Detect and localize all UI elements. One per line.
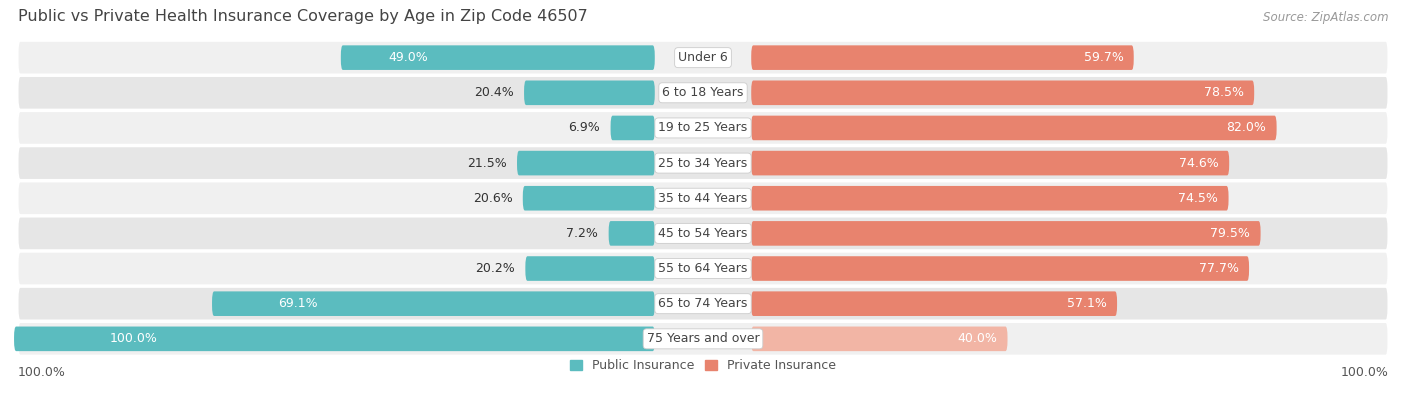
FancyBboxPatch shape bbox=[17, 111, 1389, 145]
FancyBboxPatch shape bbox=[751, 81, 1254, 105]
FancyBboxPatch shape bbox=[751, 186, 1229, 211]
Text: 65 to 74 Years: 65 to 74 Years bbox=[658, 297, 748, 310]
Text: 40.0%: 40.0% bbox=[957, 332, 997, 345]
FancyBboxPatch shape bbox=[17, 252, 1389, 285]
Text: Public vs Private Health Insurance Coverage by Age in Zip Code 46507: Public vs Private Health Insurance Cover… bbox=[17, 9, 588, 24]
Text: 45 to 54 Years: 45 to 54 Years bbox=[658, 227, 748, 240]
FancyBboxPatch shape bbox=[751, 327, 1008, 351]
Text: 20.6%: 20.6% bbox=[472, 192, 512, 205]
Text: 74.5%: 74.5% bbox=[1178, 192, 1218, 205]
FancyBboxPatch shape bbox=[751, 256, 1249, 281]
FancyBboxPatch shape bbox=[340, 45, 655, 70]
Text: 100.0%: 100.0% bbox=[1340, 366, 1389, 379]
Text: 20.4%: 20.4% bbox=[474, 86, 513, 99]
Text: 21.5%: 21.5% bbox=[467, 157, 506, 170]
Text: 75 Years and over: 75 Years and over bbox=[647, 332, 759, 345]
Text: 82.0%: 82.0% bbox=[1226, 121, 1267, 135]
Text: 69.1%: 69.1% bbox=[278, 297, 318, 310]
FancyBboxPatch shape bbox=[17, 181, 1389, 215]
FancyBboxPatch shape bbox=[17, 76, 1389, 110]
Text: 79.5%: 79.5% bbox=[1211, 227, 1250, 240]
Legend: Public Insurance, Private Insurance: Public Insurance, Private Insurance bbox=[565, 354, 841, 377]
FancyBboxPatch shape bbox=[524, 81, 655, 105]
Text: 74.6%: 74.6% bbox=[1180, 157, 1219, 170]
FancyBboxPatch shape bbox=[523, 186, 655, 211]
Text: 6 to 18 Years: 6 to 18 Years bbox=[662, 86, 744, 99]
FancyBboxPatch shape bbox=[526, 256, 655, 281]
Text: 55 to 64 Years: 55 to 64 Years bbox=[658, 262, 748, 275]
Text: 19 to 25 Years: 19 to 25 Years bbox=[658, 121, 748, 135]
Text: Under 6: Under 6 bbox=[678, 51, 728, 64]
FancyBboxPatch shape bbox=[17, 146, 1389, 180]
Text: Source: ZipAtlas.com: Source: ZipAtlas.com bbox=[1263, 11, 1389, 24]
FancyBboxPatch shape bbox=[212, 292, 655, 316]
FancyBboxPatch shape bbox=[517, 151, 655, 176]
Text: 78.5%: 78.5% bbox=[1204, 86, 1244, 99]
Text: 77.7%: 77.7% bbox=[1199, 262, 1239, 275]
FancyBboxPatch shape bbox=[751, 292, 1118, 316]
Text: 7.2%: 7.2% bbox=[567, 227, 599, 240]
Text: 25 to 34 Years: 25 to 34 Years bbox=[658, 157, 748, 170]
Text: 57.1%: 57.1% bbox=[1067, 297, 1107, 310]
Text: 100.0%: 100.0% bbox=[110, 332, 157, 345]
FancyBboxPatch shape bbox=[751, 151, 1229, 176]
Text: 59.7%: 59.7% bbox=[1084, 51, 1123, 64]
FancyBboxPatch shape bbox=[14, 327, 655, 351]
Text: 20.2%: 20.2% bbox=[475, 262, 515, 275]
Text: 6.9%: 6.9% bbox=[568, 121, 600, 135]
FancyBboxPatch shape bbox=[610, 116, 655, 140]
FancyBboxPatch shape bbox=[17, 216, 1389, 250]
FancyBboxPatch shape bbox=[17, 322, 1389, 356]
FancyBboxPatch shape bbox=[17, 287, 1389, 320]
FancyBboxPatch shape bbox=[751, 116, 1277, 140]
Text: 100.0%: 100.0% bbox=[17, 366, 66, 379]
FancyBboxPatch shape bbox=[17, 41, 1389, 74]
FancyBboxPatch shape bbox=[751, 45, 1133, 70]
Text: 35 to 44 Years: 35 to 44 Years bbox=[658, 192, 748, 205]
Text: 49.0%: 49.0% bbox=[388, 51, 427, 64]
FancyBboxPatch shape bbox=[751, 221, 1261, 246]
FancyBboxPatch shape bbox=[609, 221, 655, 246]
